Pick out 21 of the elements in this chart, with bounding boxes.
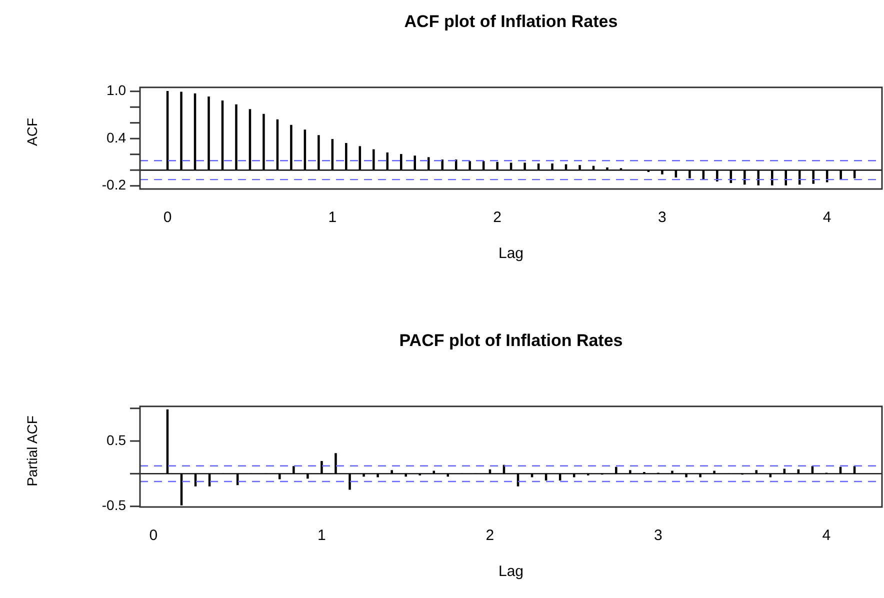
x-tick-label: 1 (318, 527, 326, 544)
x-tick-label: 4 (822, 527, 831, 544)
x-tick-label: 0 (163, 209, 172, 226)
y-axis-title: Partial ACF (24, 415, 40, 486)
chart-title: ACF plot of Inflation Rates (403, 12, 619, 32)
x-tick-label: 4 (822, 209, 832, 226)
y-tick-label: -0.2 (102, 176, 126, 193)
x-axis-title: Lag (497, 245, 525, 262)
y-tick-label: 0.4 (106, 129, 126, 146)
y-tick-label: -0.5 (102, 497, 126, 514)
chart-title: PACF plot of Inflation Rates (398, 331, 624, 351)
y-tick-label: 0.5 (106, 432, 126, 448)
x-tick-label: 2 (486, 527, 494, 544)
x-tick-label: 1 (328, 209, 337, 226)
y-axis-title: ACF (24, 118, 40, 146)
x-tick-label: 3 (654, 527, 662, 544)
y-tick-label: 1.0 (106, 82, 126, 98)
x-axis-title: Lag (497, 563, 525, 580)
x-tick-label: 2 (493, 209, 502, 226)
x-tick-label: 3 (658, 209, 666, 226)
x-tick-label: 0 (149, 527, 158, 544)
